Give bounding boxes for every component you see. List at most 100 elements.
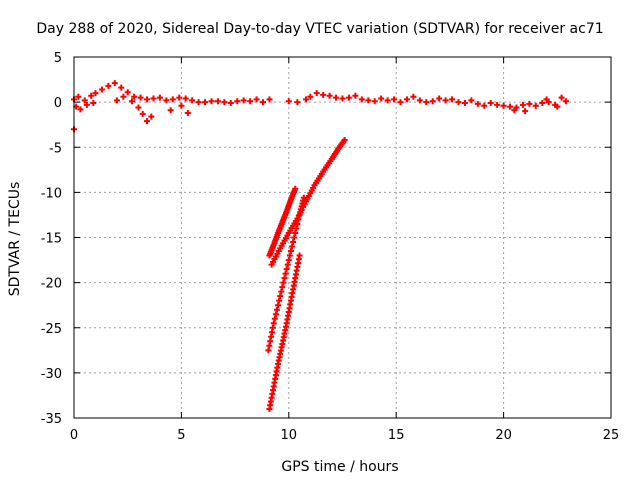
y-tick-label: 5	[54, 51, 62, 66]
series-deep-arc-C	[265, 194, 307, 354]
data-point	[285, 98, 292, 105]
grid-lines	[74, 57, 611, 418]
data-point	[295, 216, 302, 223]
data-point	[77, 106, 84, 113]
data-point	[352, 92, 359, 99]
data-point	[272, 311, 279, 318]
data-point	[75, 93, 82, 100]
data-point	[416, 97, 423, 104]
data-point	[282, 270, 289, 277]
data-point	[167, 107, 174, 114]
data-point	[278, 288, 285, 295]
series-deep-arc-B	[268, 137, 348, 268]
data-point	[202, 99, 209, 106]
data-point	[397, 99, 404, 106]
data-point	[391, 96, 398, 103]
series-deep-arc-A	[266, 185, 299, 259]
data-points	[71, 80, 569, 412]
data-point	[532, 102, 539, 109]
data-point	[554, 103, 561, 110]
data-point	[195, 99, 202, 106]
data-point	[507, 103, 514, 110]
data-point	[81, 97, 88, 104]
data-point	[300, 194, 307, 201]
data-point	[184, 109, 191, 116]
data-point	[283, 266, 290, 273]
data-point	[294, 220, 301, 227]
data-point	[461, 100, 468, 107]
data-point	[118, 84, 125, 91]
data-point	[522, 108, 529, 115]
data-point	[511, 107, 518, 114]
data-point	[253, 96, 260, 103]
data-point	[455, 99, 462, 106]
data-point	[273, 306, 280, 313]
data-point	[358, 96, 365, 103]
data-point	[562, 98, 569, 105]
data-point	[313, 90, 320, 97]
data-point	[277, 293, 284, 300]
data-point	[290, 239, 297, 246]
data-point	[292, 229, 299, 236]
data-point	[83, 101, 90, 108]
data-point	[339, 95, 346, 102]
data-point	[481, 102, 488, 109]
data-point	[341, 137, 348, 144]
data-point	[139, 110, 146, 117]
data-point	[144, 118, 151, 125]
data-point	[182, 95, 189, 102]
data-point	[124, 89, 131, 96]
data-point	[500, 102, 507, 109]
series-deep-arc-D	[266, 252, 303, 412]
y-tick-label: -35	[41, 412, 62, 427]
data-point	[365, 97, 372, 104]
x-tick-label: 15	[388, 428, 405, 443]
axis-ticks: 0 5 10 15 20 25 5 0 -5 -10 -15 -20 -25 -30 -35	[41, 51, 620, 443]
y-tick-label: 0	[54, 96, 62, 111]
y-tick-label: -25	[41, 322, 62, 337]
data-point	[240, 97, 247, 104]
data-point	[281, 275, 288, 282]
data-point	[214, 98, 221, 105]
chart-title: Day 288 of 2020, Sidereal Day-to-day VTE…	[36, 21, 603, 37]
data-point	[345, 94, 352, 101]
data-point	[276, 297, 283, 304]
data-point	[526, 100, 533, 107]
data-point	[105, 82, 112, 89]
data-point	[326, 92, 333, 99]
data-point	[92, 90, 99, 97]
data-point	[384, 97, 391, 104]
data-point	[294, 99, 301, 106]
data-point	[449, 96, 456, 103]
data-point	[234, 98, 241, 105]
data-point	[266, 96, 273, 103]
data-point	[260, 99, 267, 106]
data-point	[436, 95, 443, 102]
data-point	[539, 100, 546, 107]
data-point	[150, 95, 157, 102]
data-point	[144, 96, 151, 103]
data-point	[98, 86, 105, 93]
y-tick-label: -10	[41, 186, 62, 201]
data-point	[487, 100, 494, 107]
y-tick-label: -30	[41, 367, 62, 382]
data-point	[468, 97, 475, 104]
data-point	[111, 80, 118, 87]
data-point	[208, 98, 215, 105]
data-point	[286, 252, 293, 259]
x-tick-label: 20	[495, 428, 512, 443]
data-point	[429, 98, 436, 105]
data-point	[189, 97, 196, 104]
data-point	[156, 94, 163, 101]
data-point	[221, 99, 228, 106]
data-point	[289, 243, 296, 250]
x-tick-label: 10	[281, 428, 298, 443]
data-point	[169, 96, 176, 103]
data-point	[284, 261, 291, 268]
data-point	[293, 225, 300, 232]
data-point	[275, 302, 282, 309]
series-late-satellite-arcs	[285, 90, 569, 115]
data-point	[302, 96, 309, 103]
data-point	[442, 97, 449, 104]
